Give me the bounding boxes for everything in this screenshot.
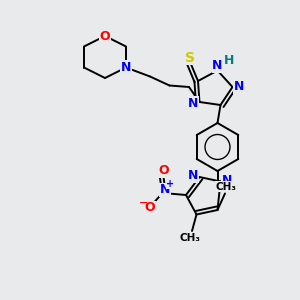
Text: N: N	[222, 173, 232, 187]
Text: O: O	[145, 201, 155, 214]
Text: N: N	[188, 97, 198, 110]
Text: S: S	[185, 51, 196, 64]
Text: O: O	[100, 29, 110, 43]
Text: N: N	[160, 183, 170, 196]
Text: H: H	[224, 54, 234, 68]
Text: N: N	[212, 59, 223, 73]
Text: CH₃: CH₃	[180, 232, 201, 243]
Text: +: +	[166, 179, 175, 189]
Text: CH₃: CH₃	[216, 182, 237, 192]
Text: N: N	[234, 80, 244, 94]
Text: N: N	[188, 169, 198, 182]
Text: O: O	[158, 164, 169, 178]
Text: −: −	[138, 197, 148, 208]
Text: N: N	[121, 61, 131, 74]
